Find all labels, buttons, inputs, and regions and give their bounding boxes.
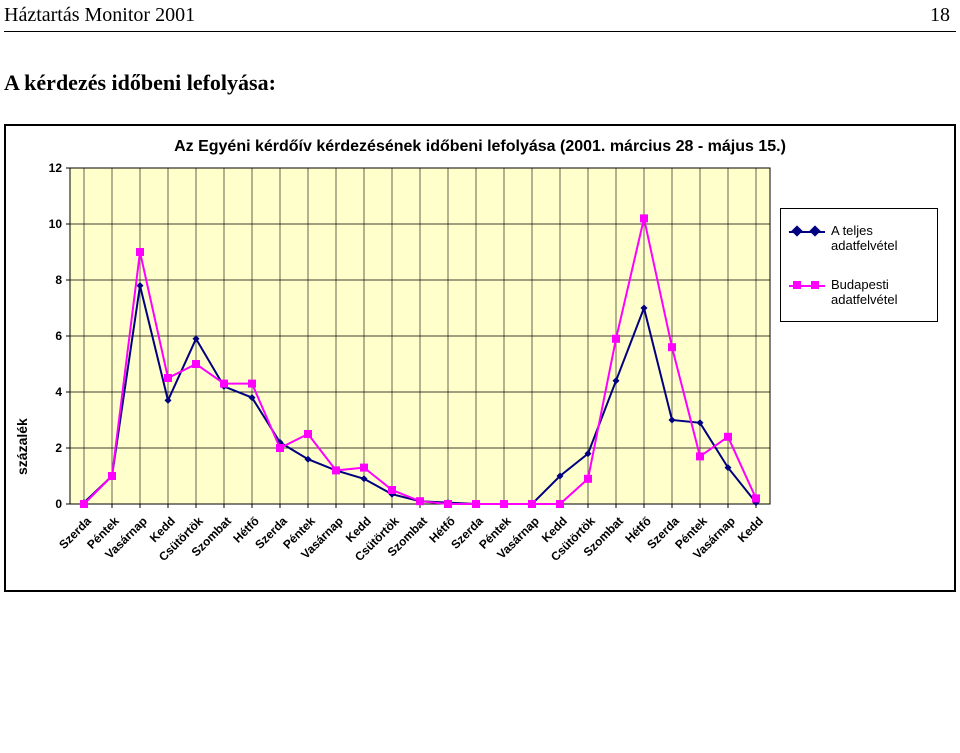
legend-item: A teljes adatfelvétel [789,223,929,253]
legend-item: Budapesti adatfelvétel [789,277,929,307]
svg-text:6: 6 [55,329,62,343]
chart-svg: 0 2 4 6 8 10 12 [36,162,776,582]
chart-legend: A teljes adatfelvétel Budapesti adatfelvé… [780,208,938,322]
y-axis-label: százalék [14,312,36,582]
svg-text:4: 4 [55,385,62,399]
legend-marker [789,279,825,293]
page-header: Háztartás Monitor 2001 18 [0,0,960,27]
legend-marker [789,225,825,239]
svg-text:10: 10 [49,217,63,231]
legend-label: A teljes adatfelvétel [831,223,929,253]
svg-text:0: 0 [55,497,62,511]
page-number: 18 [930,4,950,27]
header-rule [4,31,956,32]
svg-text:12: 12 [49,162,63,175]
chart-plot: 024681012 SzerdaPéntekVasárnapKeddCsütör… [36,162,776,582]
svg-text:8: 8 [55,273,62,287]
chart-title: Az Egyéni kérdőív kérdezésének időbeni l… [14,138,946,156]
doc-title: Háztartás Monitor 2001 [4,4,195,27]
legend-label: Budapesti adatfelvétel [831,277,929,307]
chart-frame: Az Egyéni kérdőív kérdezésének időbeni l… [4,124,956,592]
svg-text:2: 2 [55,441,62,455]
section-subtitle: A kérdezés időbeni lefolyása: [4,70,960,96]
